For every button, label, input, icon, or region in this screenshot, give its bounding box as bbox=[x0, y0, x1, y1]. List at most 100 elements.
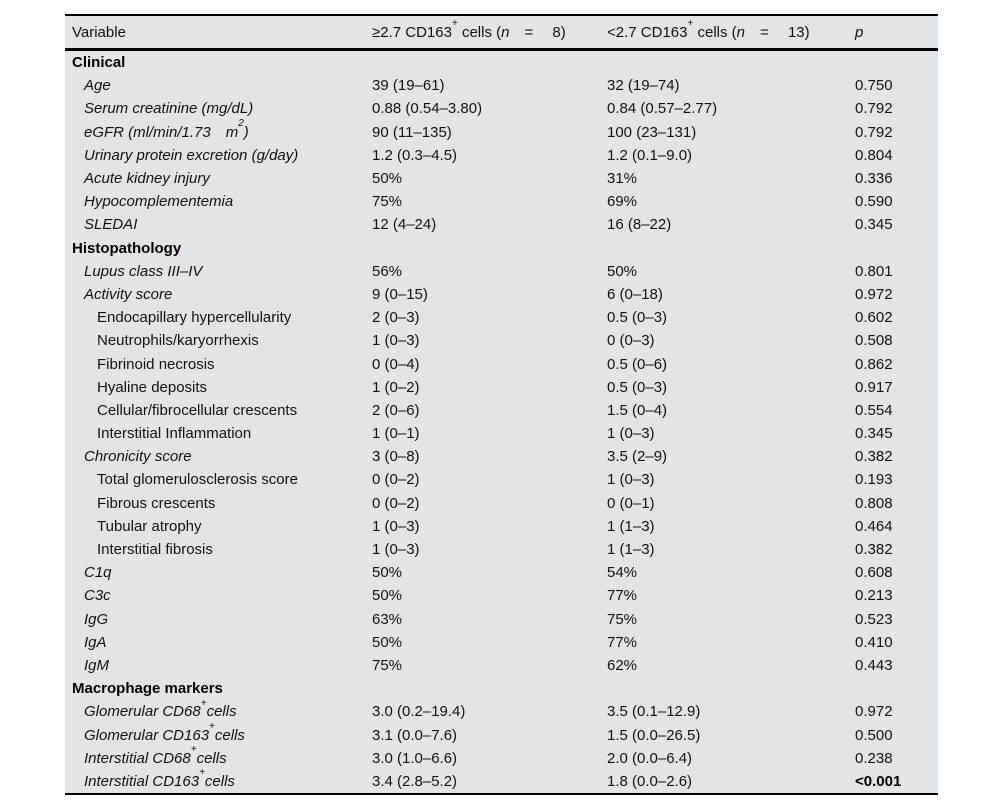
p-value-cell: 0.464 bbox=[855, 517, 893, 535]
p-value-cell: 0.336 bbox=[855, 170, 893, 188]
value-cell-high-group: 1 (0–2) bbox=[372, 378, 420, 396]
p-value-cell: 0.213 bbox=[855, 587, 893, 605]
p-value-cell: 0.862 bbox=[855, 355, 893, 373]
value-cell-low-group: 1.2 (0.1–9.0) bbox=[607, 146, 693, 164]
row-label: Serum creatinine (mg/dL) bbox=[84, 100, 254, 118]
table-panel: Variable ≥2.7 CD163+ cells (n = 8) <2.7 … bbox=[65, 14, 938, 795]
value-cell-low-group: 0.5 (0–3) bbox=[607, 309, 668, 327]
row-label: Lupus class III–IV bbox=[84, 262, 203, 280]
row-label: Acute kidney injury bbox=[84, 170, 210, 188]
value-cell-low-group: 1.5 (0–4) bbox=[607, 401, 668, 419]
table-row: Cellular/fibrocellular crescents 2 (0–6) 1… bbox=[65, 399, 938, 422]
table-row: Endocapillary hypercellularity 2 (0–3) 0.5… bbox=[65, 306, 938, 329]
p-value-cell: 0.523 bbox=[855, 610, 893, 628]
row-label: Fibrous crescents bbox=[97, 494, 216, 512]
value-cell-high-group: 3.4 (2.8–5.2) bbox=[372, 772, 458, 790]
value-cell-low-group: 3.5 (2–9) bbox=[607, 448, 668, 466]
value-cell-high-group: 90 (11–135) bbox=[372, 123, 452, 141]
value-cell-high-group: 50% bbox=[372, 587, 403, 605]
table-row: Neutrophils/karyorrhexis 1 (0–3) 0 (0–3) 0.… bbox=[65, 329, 938, 352]
row-label: Hypocomplementemia bbox=[84, 193, 234, 211]
table-row: Age 39 (19–61) 32 (19–74) 0.750 bbox=[65, 74, 938, 97]
value-cell-high-group: 1 (0–3) bbox=[372, 517, 420, 535]
table-row: Fibrinoid necrosis 0 (0–4) 0.5 (0–6) 0.862 bbox=[65, 352, 938, 375]
value-cell-low-group: 0.84 (0.57–2.77) bbox=[607, 100, 718, 118]
value-cell-high-group: 50% bbox=[372, 564, 403, 582]
table-body: Clinical Age 39 (19–61) 32 (19–74) 0.750 Seru… bbox=[65, 51, 938, 793]
value-cell-high-group: 12 (4–24) bbox=[372, 216, 437, 234]
row-label: Endocapillary hypercellularity bbox=[97, 309, 292, 327]
section-title: Histopathology bbox=[72, 239, 182, 257]
value-cell-low-group: 16 (8–22) bbox=[607, 216, 672, 234]
value-cell-low-group: 77% bbox=[607, 587, 638, 605]
row-label: Interstitial Inflammation bbox=[97, 425, 252, 443]
p-value-cell: <0.001 bbox=[855, 772, 902, 790]
table-row: Hypocomplementemia 75% 69% 0.590 bbox=[65, 190, 938, 213]
section-title: Macrophage markers bbox=[72, 680, 223, 698]
table-row: C3c 50% 77% 0.213 bbox=[65, 584, 938, 607]
section-title: Clinical bbox=[72, 54, 126, 72]
column-header-p-value: p bbox=[855, 23, 864, 41]
value-cell-low-group: 100 (23–131) bbox=[607, 123, 697, 141]
value-cell-high-group: 56% bbox=[372, 262, 403, 280]
row-label: C3c bbox=[84, 587, 111, 605]
p-value-cell: 0.590 bbox=[855, 193, 893, 211]
value-cell-high-group: 1 (0–1) bbox=[372, 425, 420, 443]
table-row: Hyaline deposits 1 (0–2) 0.5 (0–3) 0.917 bbox=[65, 376, 938, 399]
p-value-cell: 0.801 bbox=[855, 262, 893, 280]
table-row: Serum creatinine (mg/dL) 0.88 (0.54–3.80)… bbox=[65, 97, 938, 120]
table-row: Glomerular CD68+cells 3.0 (0.2–19.4) 3.5 (… bbox=[65, 698, 938, 723]
row-label: Total glomerulosclerosis score bbox=[97, 471, 298, 489]
table-row: Interstitial Inflammation 1 (0–1) 1 (0–3) 0… bbox=[65, 422, 938, 445]
value-cell-low-group: 1.5 (0.0–26.5) bbox=[607, 726, 701, 744]
row-label: eGFR (ml/min/1.73 m2) bbox=[84, 118, 249, 141]
value-cell-low-group: 2.0 (0.0–6.4) bbox=[607, 749, 693, 767]
table-row: Total glomerulosclerosis score 0 (0–2) 1 (… bbox=[65, 468, 938, 491]
p-value-cell: 0.972 bbox=[855, 703, 893, 721]
value-cell-low-group: 1 (1–3) bbox=[607, 541, 655, 559]
table-row: IgA 50% 77% 0.410 bbox=[65, 631, 938, 654]
value-cell-high-group: 63% bbox=[372, 610, 403, 628]
row-label: IgG bbox=[84, 610, 109, 628]
value-cell-low-group: 0.5 (0–6) bbox=[607, 355, 668, 373]
row-label: Chronicity score bbox=[84, 448, 192, 466]
table-section-row: Histopathology bbox=[65, 237, 938, 260]
row-label: Hyaline deposits bbox=[97, 378, 208, 396]
table-row: Glomerular CD163+cells 3.1 (0.0–7.6) 1.5 (… bbox=[65, 722, 938, 746]
value-cell-low-group: 1 (0–3) bbox=[607, 471, 655, 489]
value-cell-low-group: 54% bbox=[607, 564, 638, 582]
value-cell-low-group: 50% bbox=[607, 262, 638, 280]
value-cell-high-group: 75% bbox=[372, 193, 403, 211]
table-row: Lupus class III–IV 56% 50% 0.801 bbox=[65, 260, 938, 283]
value-cell-high-group: 3.0 (0.2–19.4) bbox=[372, 703, 466, 721]
value-cell-low-group: 1 (1–3) bbox=[607, 517, 655, 535]
value-cell-low-group: 1 (0–3) bbox=[607, 425, 655, 443]
table-section-row: Macrophage markers bbox=[65, 677, 938, 700]
value-cell-low-group: 69% bbox=[607, 193, 638, 211]
value-cell-high-group: 0.88 (0.54–3.80) bbox=[372, 100, 483, 118]
row-label: Interstitial fibrosis bbox=[97, 541, 213, 559]
row-label: IgA bbox=[84, 633, 107, 651]
value-cell-high-group: 9 (0–15) bbox=[372, 285, 428, 303]
column-header-variable: Variable bbox=[72, 23, 126, 41]
p-value-cell: 0.382 bbox=[855, 448, 893, 466]
value-cell-low-group: 0.5 (0–3) bbox=[607, 378, 668, 396]
value-cell-high-group: 3.1 (0.0–7.6) bbox=[372, 726, 458, 744]
value-cell-low-group: 32 (19–74) bbox=[607, 77, 680, 95]
value-cell-high-group: 1 (0–3) bbox=[372, 541, 420, 559]
table-row: IgG 63% 75% 0.523 bbox=[65, 608, 938, 631]
row-label: Neutrophils/karyorrhexis bbox=[97, 332, 259, 350]
value-cell-high-group: 0 (0–2) bbox=[372, 471, 420, 489]
table-row: Activity score 9 (0–15) 6 (0–18) 0.972 bbox=[65, 283, 938, 306]
p-value-cell: 0.602 bbox=[855, 309, 893, 327]
column-header-high-cd163-group: ≥2.7 CD163+ cells (n = 8) bbox=[372, 18, 566, 41]
value-cell-high-group: 50% bbox=[372, 633, 403, 651]
p-value-cell: 0.608 bbox=[855, 564, 893, 582]
value-cell-low-group: 6 (0–18) bbox=[607, 285, 663, 303]
column-header-low-cd163-group: <2.7 CD163+ cells (n = 13) bbox=[607, 18, 810, 41]
p-value-cell: 0.750 bbox=[855, 77, 893, 95]
row-label: Tubular atrophy bbox=[97, 517, 202, 535]
row-label: C1q bbox=[84, 564, 112, 582]
row-label: Fibrinoid necrosis bbox=[97, 355, 215, 373]
p-value-cell: 0.508 bbox=[855, 332, 893, 350]
